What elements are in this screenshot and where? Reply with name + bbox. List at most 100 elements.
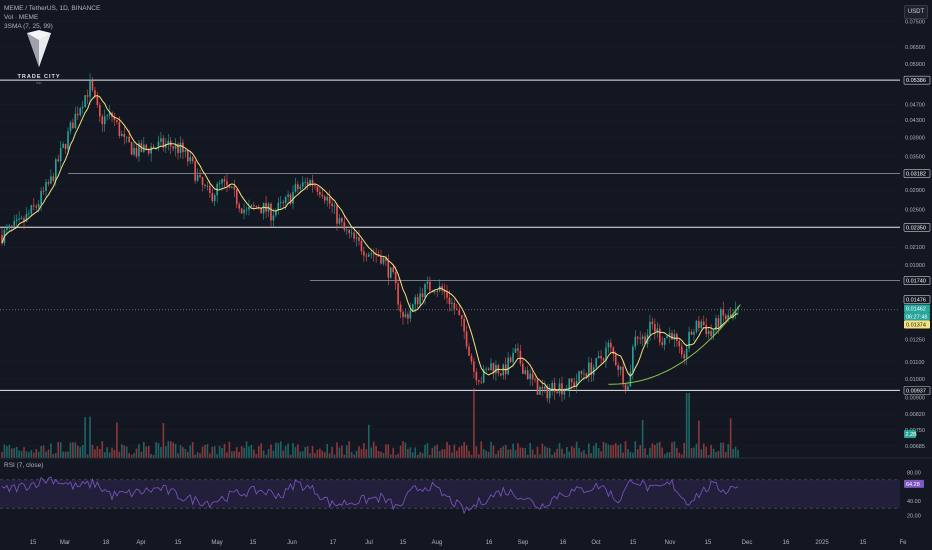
volume-bar (380, 451, 382, 458)
candle-body (553, 382, 556, 392)
candle-body (495, 364, 497, 374)
volume-bar (446, 441, 448, 458)
candle-body (617, 365, 619, 370)
candle-body (323, 196, 326, 201)
time-axis[interactable]: 15 Mar 18 Apr 15 May 15 Jun 17 Jul 15 Aug 16 Sep 16 Oct… (30, 540, 908, 546)
sma-legend[interactable]: 3SMA (7, 25, 99) (4, 23, 53, 30)
level-price-label: 0.00937 (906, 388, 926, 394)
level-price-badge (903, 276, 931, 285)
volume-bar (367, 424, 370, 458)
volume-bar (113, 449, 116, 458)
volume-bar (255, 453, 258, 458)
rsi-line (1, 476, 739, 515)
volume-bar (722, 442, 725, 458)
volume-bar (671, 442, 673, 458)
candle-body (350, 232, 353, 234)
volume-bar (585, 454, 588, 458)
volume-bar (414, 447, 417, 458)
volume-bar (622, 452, 624, 458)
candle-body (321, 194, 324, 197)
candle-body (94, 90, 96, 97)
volume-bar (705, 446, 708, 458)
candle-body (605, 347, 607, 361)
volume-bar (260, 443, 262, 458)
volume-bar (64, 451, 67, 458)
volume-bar (590, 453, 593, 458)
candle-body (128, 136, 130, 143)
volume-bar (13, 447, 16, 458)
rounding-bottom-curve[interactable] (608, 304, 741, 385)
candle-body (429, 281, 431, 291)
volume-bar (612, 444, 615, 458)
price-badge (904, 312, 930, 321)
currency-button[interactable]: USDT (904, 5, 928, 19)
volume-bar (456, 450, 458, 458)
candle-body (475, 371, 478, 381)
volume-bar (206, 444, 209, 458)
candle-body (507, 357, 509, 375)
volume-bar (522, 447, 524, 458)
volume-bar (345, 445, 348, 458)
price-badge-label: 0.01476 (906, 297, 926, 303)
candle-body (30, 205, 33, 214)
rsi-legend[interactable]: RSI (7, close) (4, 462, 44, 469)
volume-bar (424, 444, 426, 458)
volume-bars (1, 388, 739, 458)
volume-bar (517, 443, 519, 458)
candle-body (629, 372, 632, 387)
candle-body (250, 205, 253, 208)
price-badge-label: 0.01462 (906, 306, 926, 312)
rsi-tick-label: 40.00 (907, 499, 921, 505)
volume-bar (265, 454, 267, 458)
volume-bar (147, 445, 150, 458)
volume-bar (676, 447, 678, 458)
candle-body (724, 315, 727, 320)
volume-bar (460, 445, 463, 458)
volume-bar (338, 447, 341, 458)
volume-legend[interactable]: Vol · MEME (4, 14, 39, 21)
candle-body (700, 321, 703, 329)
volume-bar (194, 454, 196, 458)
volume-bar (548, 447, 551, 458)
volume-bar (42, 445, 45, 458)
candle-body (456, 308, 458, 310)
time-tick-label: 15 (630, 540, 637, 546)
volume-bar (108, 452, 111, 458)
candle-body (20, 218, 23, 220)
symbol-legend[interactable]: MEME / TetherUS, 1D, BINANCE (4, 5, 101, 12)
volume-bar (534, 454, 536, 458)
volume-bar (468, 450, 470, 458)
candle-body (289, 194, 292, 204)
candle-body (292, 191, 294, 204)
volume-bar (495, 454, 497, 458)
volume-bar (52, 453, 55, 458)
time-tick-label: 15 (175, 540, 182, 546)
price-tick-label: 0.02600 (905, 207, 925, 213)
volume-bar (614, 443, 617, 458)
horizontal-levels[interactable] (0, 79, 900, 391)
candle-body (380, 256, 382, 264)
price-badge (903, 295, 931, 304)
candle-body (123, 134, 126, 137)
rsi-band (0, 479, 900, 509)
volume-bar (531, 449, 534, 458)
candle-body (539, 387, 541, 395)
candle-body (385, 257, 387, 261)
time-tick-label: Mar (60, 540, 70, 546)
candle-body (103, 116, 106, 125)
candle-body (536, 379, 539, 395)
candle-body (419, 293, 421, 305)
volume-bar (727, 443, 730, 458)
volume-bar (607, 444, 610, 458)
candle-body (651, 321, 654, 325)
candle-body (519, 350, 522, 364)
volume-bar (526, 454, 529, 458)
candle-body (165, 143, 167, 148)
candle-body (306, 182, 309, 186)
volume-bar (668, 452, 671, 458)
candle-body (397, 283, 399, 305)
candle-body (436, 290, 439, 292)
candle-body (282, 202, 284, 204)
price-axis[interactable]: 0.07500 0.06500 0.05900 0.04700 0.04300 0.039… (903, 19, 931, 519)
